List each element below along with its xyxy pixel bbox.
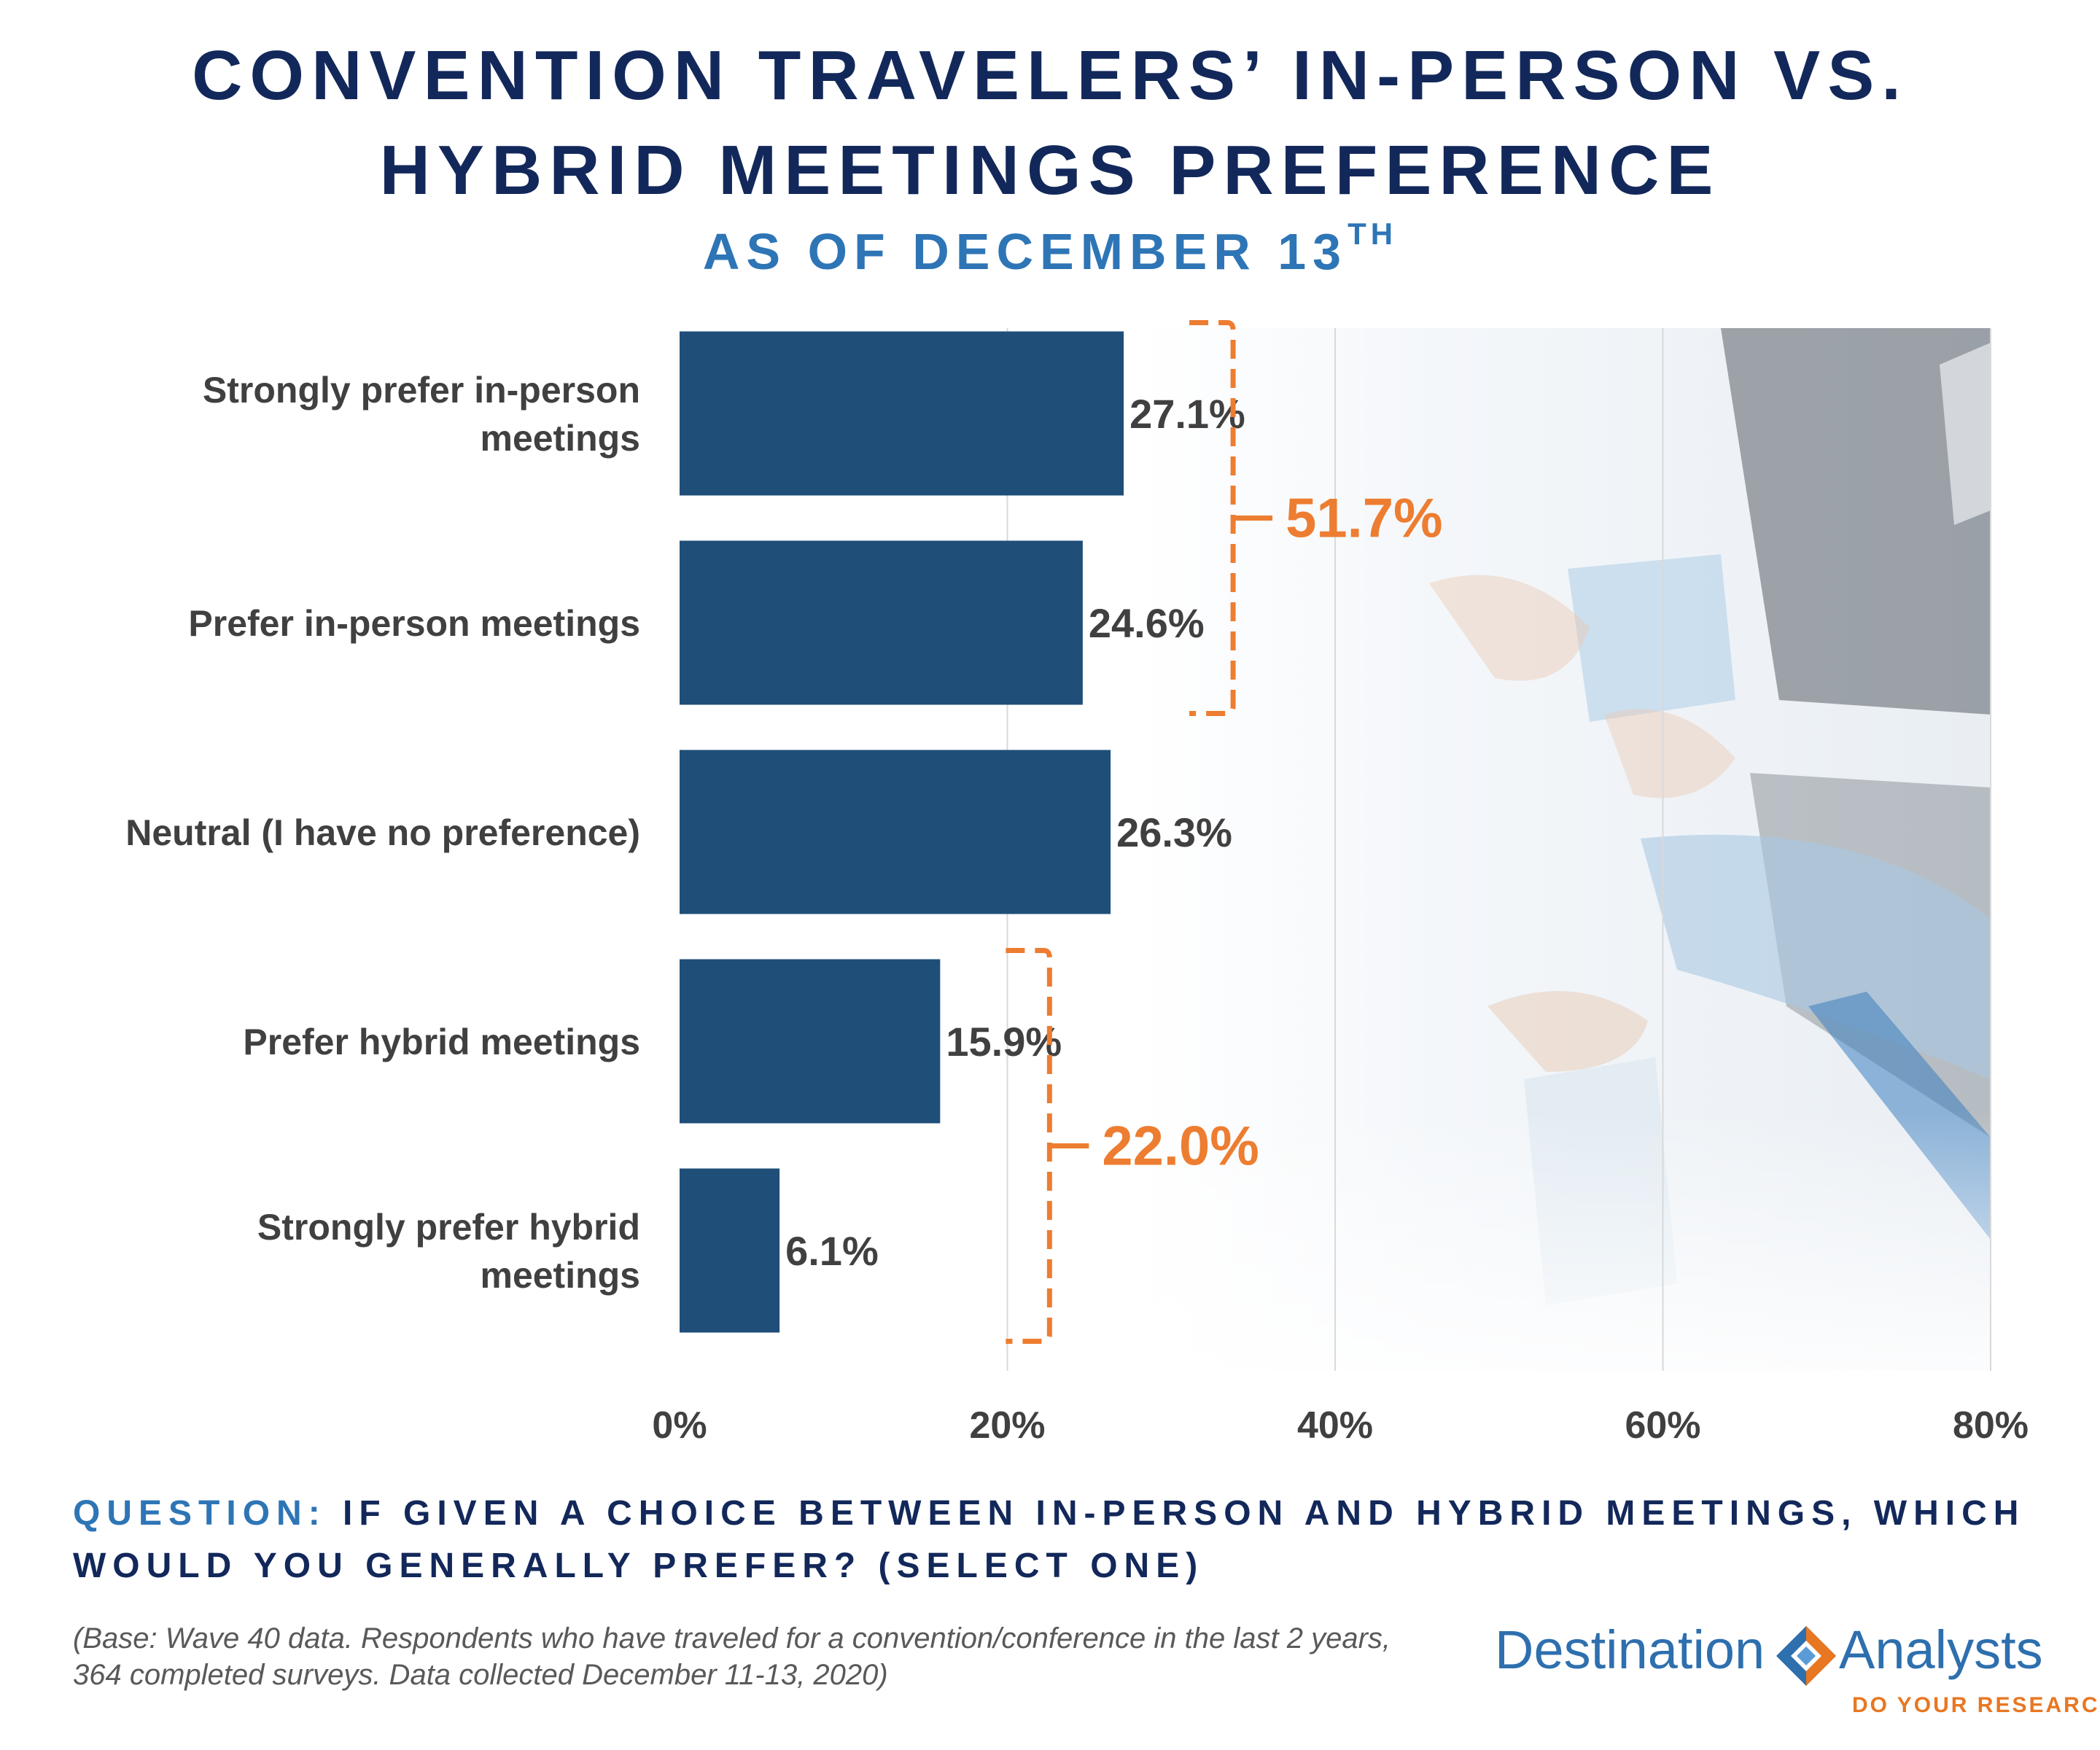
category-labels: Strongly prefer in-person meetings Prefer … [125, 370, 640, 1296]
category-label: Prefer in-person meetings [188, 603, 640, 644]
background-photo [1138, 328, 1991, 1371]
destination-analysts-logo: Destination Analysts DO YOUR RESEARCH [1495, 1617, 2100, 1727]
bar-value-label: 26.3% [1116, 809, 1232, 855]
question-text: IF GIVEN A CHOICE BETWEEN IN-PERSON AND … [73, 1494, 2026, 1585]
bar-value-label: 27.1% [1129, 391, 1245, 437]
question-label: QUESTION: [73, 1494, 327, 1533]
chart-subtitle: AS OF DECEMBER 13TH [0, 219, 2100, 284]
category-label: Strongly prefer in-person [203, 370, 640, 411]
logo-tagline: DO YOUR RESEARCH [1852, 1693, 2100, 1717]
chart-title-line-2: HYBRID MEETINGS PREFERENCE [379, 131, 1721, 209]
bar-value-label: 24.6% [1089, 600, 1205, 646]
bar-value-labels: 27.1% 24.6% 26.3% 15.9% 6.1% [785, 391, 1245, 1274]
subtitle-text: AS OF DECEMBER 13 [702, 223, 1348, 280]
bracket-total-label: 22.0% [1102, 1116, 1259, 1178]
bar-value-label: 15.9% [946, 1019, 1062, 1065]
base-footnote: (Base: Wave 40 data. Respondents who hav… [73, 1622, 1391, 1691]
logo-word-destination: Destination [1495, 1619, 1765, 1680]
category-label: Neutral (I have no preference) [125, 812, 640, 853]
x-tick-label: 40% [1297, 1404, 1373, 1447]
x-tick-label: 60% [1625, 1404, 1700, 1447]
bar [680, 540, 1083, 705]
chart-title-line-1: CONVENTION TRAVELERS’ IN-PERSON VS. [192, 36, 1908, 114]
diamond-logo-icon [1776, 1626, 1836, 1686]
group-brackets: 51.7% 22.0% [1006, 320, 1443, 1344]
bar-chart: 27.1% 24.6% 26.3% 15.9% 6.1% Strongly prefer… [125, 320, 2029, 1447]
bar-value-label: 6.1% [785, 1228, 879, 1274]
x-tick-label: 20% [969, 1404, 1045, 1447]
x-tick-label: 80% [1953, 1404, 2029, 1447]
bars [680, 331, 1124, 1333]
bar [680, 750, 1111, 914]
category-label: Prefer hybrid meetings [243, 1022, 640, 1062]
bar [680, 959, 941, 1124]
subtitle-superscript: TH [1348, 217, 1398, 251]
bar [680, 331, 1124, 496]
category-label: Strongly prefer hybrid [257, 1207, 640, 1248]
category-label: meetings [480, 1255, 640, 1296]
bracket-line [1006, 948, 1052, 1344]
bracket-line [1189, 320, 1236, 716]
x-tick-label: 0% [652, 1404, 707, 1447]
logo-word-analysts: Analysts [1839, 1619, 2043, 1680]
bar [680, 1168, 780, 1333]
bracket-total-label: 51.7% [1286, 488, 1443, 550]
x-axis-tick-labels: 0% 20% 40% 60% 80% [652, 1404, 2029, 1447]
survey-question: QUESTION: IF GIVEN A CHOICE BETWEEN IN-P… [73, 1488, 2042, 1592]
category-label: meetings [480, 418, 640, 459]
